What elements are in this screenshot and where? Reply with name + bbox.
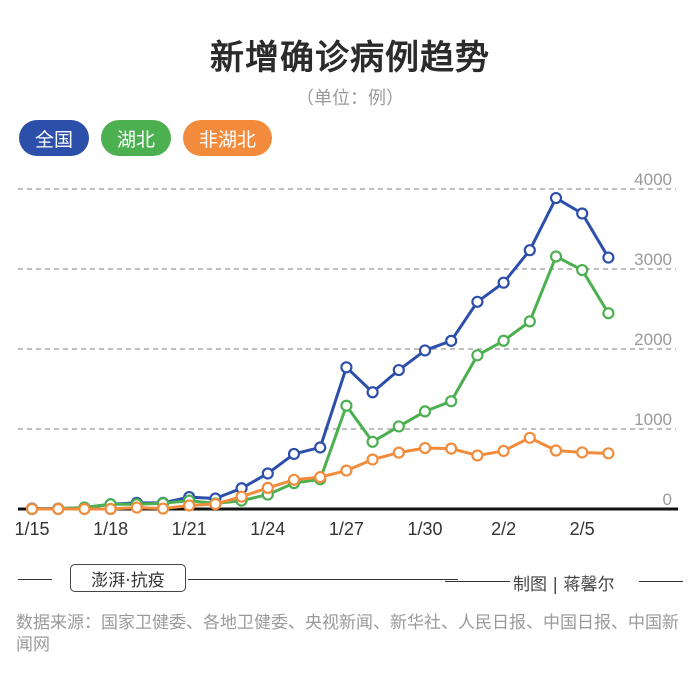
- data-point[interactable]: [549, 444, 563, 457]
- data-point[interactable]: [235, 490, 248, 503]
- data-point[interactable]: [130, 501, 143, 514]
- chart-credit: 制图 | 蒋馨尔: [513, 575, 615, 595]
- data-point[interactable]: [287, 473, 301, 486]
- legend-item-non-hubei[interactable]: 非湖北: [183, 120, 273, 156]
- legend-item-national[interactable]: 全国: [19, 120, 90, 156]
- data-point[interactable]: [209, 497, 222, 511]
- data-point[interactable]: [471, 349, 484, 362]
- y-tick-label: 3000: [634, 250, 672, 269]
- data-point[interactable]: [366, 453, 379, 466]
- data-point[interactable]: [471, 449, 484, 462]
- brand-footer: 澎湃·抗疫: [18, 564, 458, 594]
- series-全国: [25, 191, 615, 515]
- data-point[interactable]: [314, 471, 327, 484]
- series-非湖北: [25, 431, 615, 516]
- x-tick-label: 2/5: [570, 519, 595, 539]
- y-tick-label: 0: [663, 490, 672, 509]
- divider-line: [445, 581, 510, 582]
- data-point[interactable]: [418, 405, 432, 418]
- data-point[interactable]: [261, 481, 274, 494]
- data-point[interactable]: [25, 502, 39, 516]
- data-point[interactable]: [445, 334, 458, 347]
- data-point[interactable]: [183, 499, 196, 512]
- data-point[interactable]: [523, 315, 536, 328]
- data-point[interactable]: [418, 344, 432, 357]
- legend: 全国 湖北 非湖北: [19, 120, 273, 156]
- data-point[interactable]: [497, 444, 510, 458]
- data-point[interactable]: [392, 446, 405, 459]
- x-tick-label: 1/30: [407, 519, 442, 539]
- data-point[interactable]: [392, 363, 405, 377]
- divider-line: [639, 581, 683, 582]
- data-point[interactable]: [497, 334, 510, 347]
- y-tick-label: 2000: [634, 330, 672, 349]
- divider-line: [188, 579, 458, 580]
- divider-line: [18, 579, 52, 580]
- credit-footer: 制图 | 蒋馨尔: [445, 570, 685, 595]
- legend-item-hubei[interactable]: 湖北: [101, 120, 172, 156]
- data-point[interactable]: [366, 435, 379, 448]
- data-point[interactable]: [78, 502, 91, 516]
- data-point[interactable]: [602, 447, 615, 460]
- data-point[interactable]: [340, 464, 353, 477]
- grid-lines: [18, 188, 676, 430]
- data-point[interactable]: [340, 361, 353, 374]
- data-point[interactable]: [52, 502, 65, 516]
- data-point[interactable]: [287, 447, 301, 461]
- y-tick-label: 4000: [634, 170, 672, 189]
- data-point[interactable]: [314, 441, 327, 454]
- x-tick-label: 1/21: [172, 519, 207, 539]
- y-tick-label: 1000: [634, 410, 672, 429]
- data-point[interactable]: [261, 467, 274, 480]
- data-point[interactable]: [523, 431, 536, 444]
- y-axis-labels: 0 1000 2000 3000 4000: [634, 170, 672, 509]
- series-lines: [25, 191, 615, 516]
- data-point[interactable]: [549, 191, 563, 205]
- chart-subtitle: （单位：例）: [296, 88, 404, 109]
- data-point[interactable]: [418, 441, 432, 455]
- x-tick-label: 1/18: [93, 519, 128, 539]
- data-point[interactable]: [445, 395, 458, 408]
- x-axis-labels: 1/15 1/18 1/21 1/24 1/27 1/30 2/2 2/5: [14, 519, 594, 539]
- data-point[interactable]: [392, 420, 405, 433]
- data-point[interactable]: [340, 399, 353, 412]
- x-tick-label: 1/27: [329, 519, 364, 539]
- data-point[interactable]: [497, 276, 510, 289]
- data-point[interactable]: [523, 244, 536, 257]
- chart-title: 新增确诊病例趋势: [210, 38, 490, 78]
- data-point[interactable]: [602, 251, 615, 264]
- x-tick-label: 1/24: [250, 519, 285, 539]
- data-point[interactable]: [576, 207, 589, 220]
- data-point[interactable]: [471, 295, 484, 308]
- data-source: 数据来源：国家卫健委、各地卫健委、央视新闻、新华社、人民日报、中国日报、中国新闻…: [16, 613, 679, 655]
- data-point[interactable]: [549, 250, 563, 263]
- x-tick-label: 2/2: [491, 519, 516, 539]
- brand-logo: 澎湃·抗疫: [70, 564, 186, 592]
- data-point[interactable]: [602, 307, 615, 320]
- data-point[interactable]: [576, 263, 589, 277]
- data-point[interactable]: [366, 386, 379, 399]
- data-point[interactable]: [445, 442, 458, 455]
- x-tick-label: 1/15: [14, 519, 49, 539]
- data-point[interactable]: [576, 446, 589, 459]
- data-point[interactable]: [156, 502, 170, 515]
- series-line: [31, 196, 610, 511]
- data-point[interactable]: [104, 502, 117, 516]
